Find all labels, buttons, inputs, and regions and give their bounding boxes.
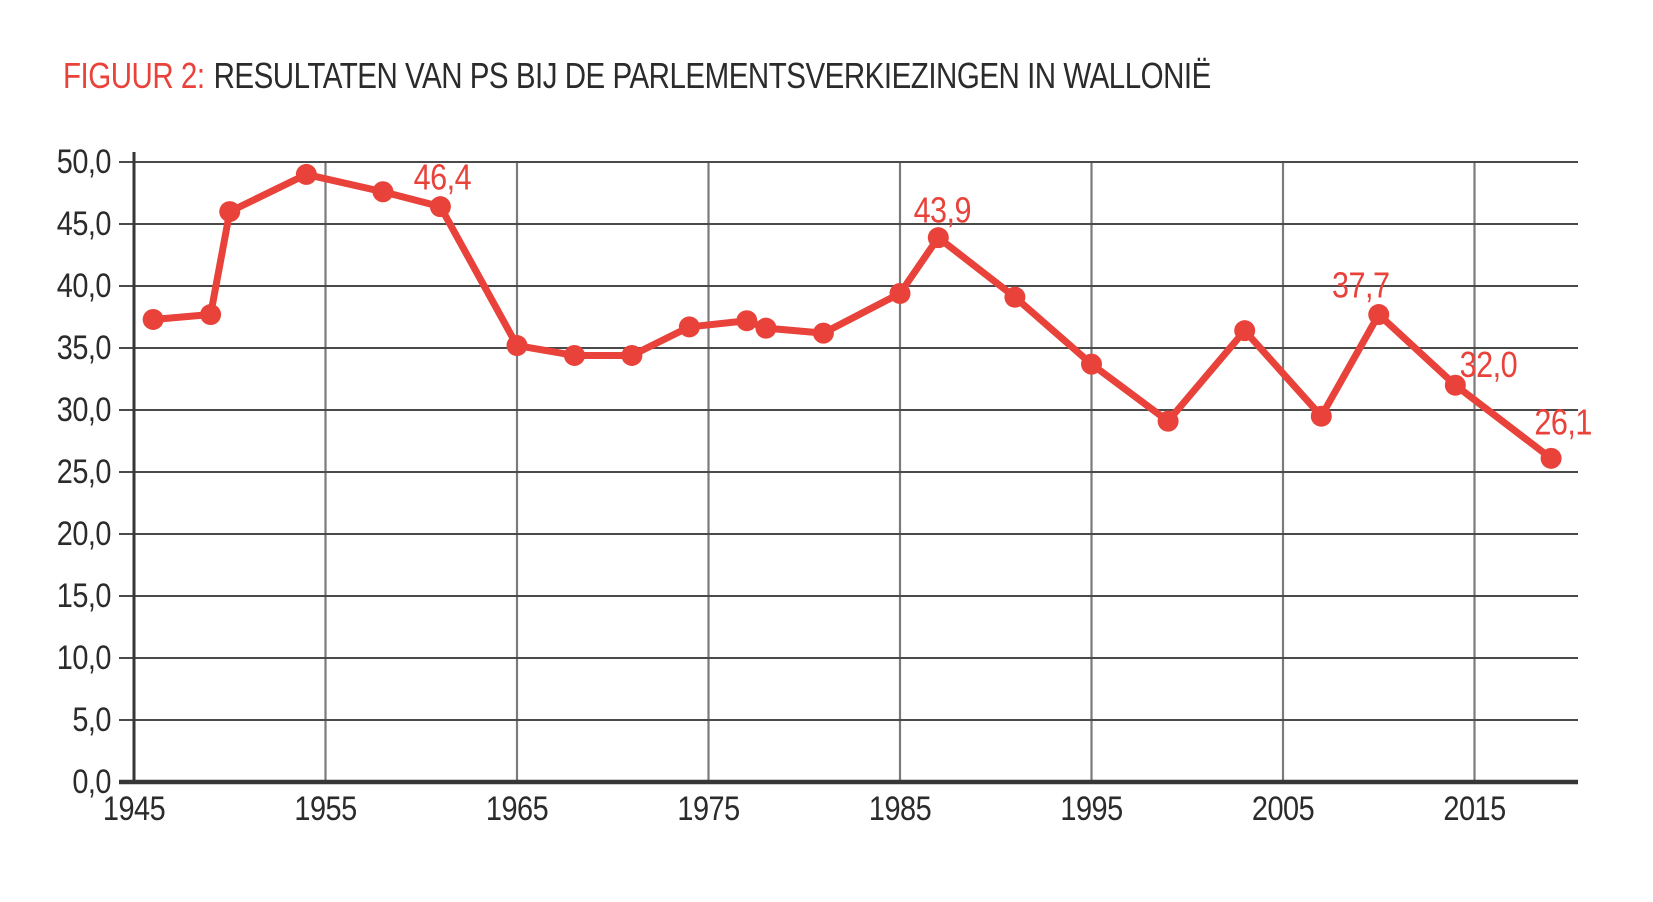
- svg-text:1955: 1955: [294, 789, 356, 828]
- svg-text:1975: 1975: [677, 789, 739, 828]
- y-tick-label-40,0: 40,0: [57, 266, 112, 305]
- data-point-2010: [1368, 304, 1390, 326]
- svg-text:1965: 1965: [486, 789, 548, 828]
- svg-text:20,0: 20,0: [57, 514, 111, 553]
- data-point-1985: [889, 282, 911, 304]
- series: [149, 170, 1555, 462]
- value-label-1987: 43,9: [914, 191, 972, 231]
- y-tick-label-5,0: 5,0: [72, 700, 111, 739]
- x-tick-label-1995: 1995: [1060, 789, 1123, 828]
- y-tick-label-15,0: 15,0: [57, 576, 112, 615]
- y-gridlines: [119, 161, 1578, 721]
- x-tick-label-1965: 1965: [486, 789, 549, 828]
- data-point-1999: [1157, 410, 1179, 432]
- data-point-1978: [755, 317, 777, 339]
- data-point-1971: [621, 344, 643, 366]
- data-point-1954: [295, 163, 317, 185]
- svg-text:1995: 1995: [1060, 789, 1122, 828]
- svg-text:1945: 1945: [103, 789, 165, 828]
- x-tick-label-2005: 2005: [1252, 789, 1315, 828]
- svg-text:1985: 1985: [869, 789, 931, 828]
- svg-text:35,0: 35,0: [57, 328, 111, 367]
- x-tick-label-1975: 1975: [677, 789, 740, 828]
- data-point-1977: [736, 310, 758, 332]
- value-label-2014: 32,0: [1460, 346, 1518, 386]
- data-point-1961: [429, 196, 451, 218]
- data-point-1965: [506, 335, 528, 357]
- svg-text:0,0: 0,0: [72, 762, 111, 801]
- svg-text:25,0: 25,0: [57, 452, 111, 491]
- data-point-2007: [1310, 405, 1332, 427]
- y-tick-label-0,0: 0,0: [72, 762, 111, 801]
- figure-title-text: RESULTATEN VAN PS BIJ DE PARLEMENTSVERKI…: [213, 55, 1212, 96]
- svg-text:5,0: 5,0: [72, 700, 111, 739]
- y-tick-label-30,0: 30,0: [57, 390, 112, 429]
- svg-text:2005: 2005: [1252, 789, 1314, 828]
- data-point-1995: [1081, 353, 1102, 375]
- x-tick-label-1985: 1985: [869, 789, 932, 828]
- data-point-1949: [200, 304, 222, 326]
- svg-text:32,0: 32,0: [1460, 346, 1517, 386]
- svg-text:26,1: 26,1: [1534, 403, 1591, 443]
- data-point-2019: [1540, 447, 1562, 469]
- x-tick-label-1945: 1945: [103, 789, 166, 828]
- svg-text:30,0: 30,0: [57, 390, 111, 429]
- data-point-1950: [219, 201, 241, 223]
- y-tick-label-20,0: 20,0: [57, 514, 112, 553]
- x-tick-label-2015: 2015: [1443, 789, 1506, 828]
- data-point-1968: [563, 344, 585, 366]
- y-tick-label-35,0: 35,0: [57, 328, 112, 367]
- data-point-1974: [678, 316, 700, 338]
- value-label-2019: 26,1: [1534, 403, 1592, 443]
- svg-text:50,0: 50,0: [57, 142, 111, 181]
- svg-text:37,7: 37,7: [1332, 266, 1389, 306]
- svg-text:2015: 2015: [1443, 789, 1505, 828]
- value-label-2010: 37,7: [1332, 266, 1390, 306]
- x-tick-labels: 1945 1955 1965 1975 1985 1995 2005 2015: [103, 789, 1506, 828]
- data-point-1958: [372, 181, 394, 203]
- figure-number-label: FIGUUR 2:: [63, 55, 205, 96]
- svg-text:43,9: 43,9: [914, 191, 971, 231]
- data-points: [142, 163, 1562, 469]
- y-tick-label-25,0: 25,0: [57, 452, 112, 491]
- ps-series-line: [149, 170, 1555, 462]
- value-labels: 46,4 43,9 37,7 32,0 26,1: [414, 158, 1593, 443]
- value-label-1961: 46,4: [414, 158, 472, 198]
- svg-text:45,0: 45,0: [57, 204, 111, 243]
- y-tick-label-10,0: 10,0: [57, 638, 112, 677]
- data-point-1981: [812, 322, 834, 344]
- svg-text:40,0: 40,0: [57, 266, 111, 305]
- svg-text:10,0: 10,0: [57, 638, 111, 677]
- data-point-2014: [1444, 374, 1466, 396]
- y-tick-label-45,0: 45,0: [57, 204, 112, 243]
- data-point-1946: [142, 308, 164, 330]
- y-tick-labels: 0,0 5,0 10,0 15,0 20,0 25,0 30,0 35,0 40,0 45,0 50…: [57, 142, 112, 801]
- data-point-1987: [927, 227, 949, 249]
- svg-text:15,0: 15,0: [57, 576, 111, 615]
- figure-title: FIGUUR 2: RESULTATEN VAN PS BIJ DE PARLEM…: [63, 58, 1211, 94]
- data-point-2003: [1234, 320, 1256, 342]
- svg-text:46,4: 46,4: [414, 158, 471, 198]
- data-point-1991: [1004, 286, 1026, 308]
- x-tick-label-1955: 1955: [294, 789, 357, 828]
- y-tick-label-50,0: 50,0: [57, 142, 112, 181]
